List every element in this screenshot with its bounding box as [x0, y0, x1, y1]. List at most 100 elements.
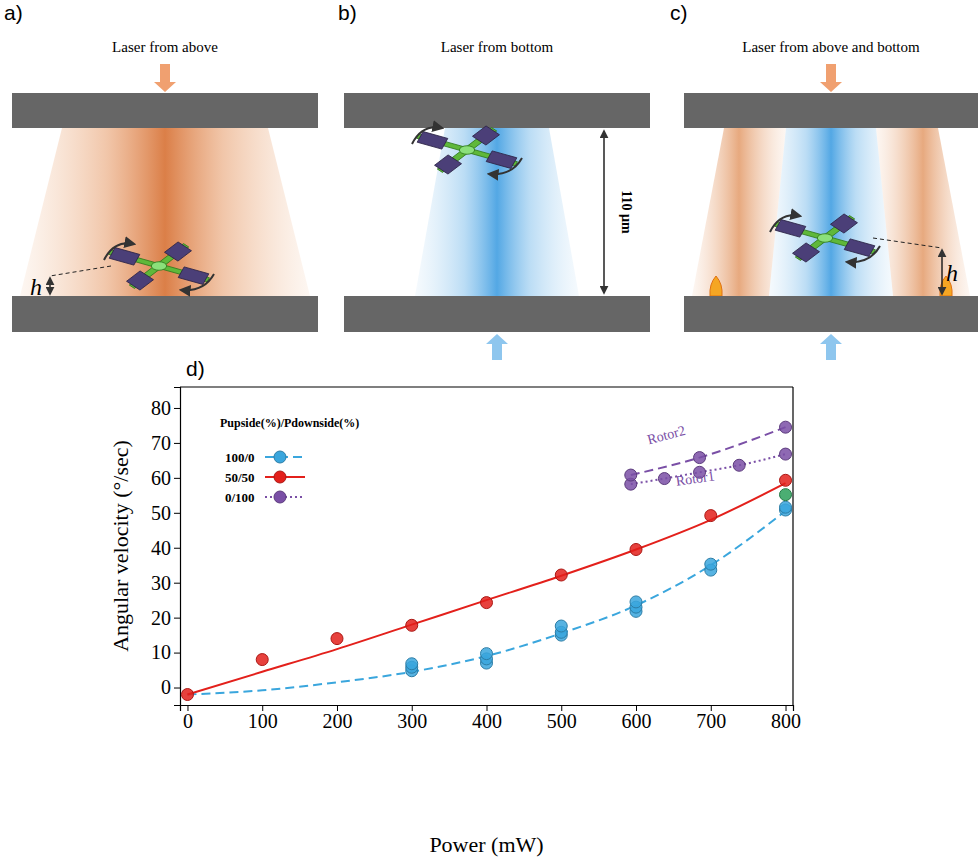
diagram-panel: hLaser from above and bottomc): [670, 1, 978, 360]
legend-marker: [274, 491, 286, 503]
tick-label: 50: [151, 502, 171, 524]
legend-marker: [274, 471, 286, 483]
panel-title: Laser from above: [112, 39, 218, 55]
rotation-arrow: [412, 127, 442, 144]
rotor-pad: [472, 126, 499, 145]
plate: [344, 93, 650, 128]
height-label: h: [30, 274, 42, 300]
legend-label: 100/0: [225, 450, 255, 465]
frame: [792, 387, 793, 705]
data-point: [780, 421, 792, 433]
y-axis-title: Angular velocity (°/sec): [108, 440, 133, 652]
rotor-hub: [459, 146, 474, 155]
gap-arrow: [603, 131, 605, 293]
rotor-pad: [127, 271, 154, 290]
tick-label: 200: [322, 710, 352, 732]
tick-label: 600: [622, 710, 652, 732]
data-point: [331, 633, 343, 645]
rotor-pad: [775, 220, 806, 238]
rotation-arrow: [847, 246, 880, 262]
plate: [12, 296, 318, 332]
tick-mark: [174, 443, 180, 444]
data-point: [256, 654, 268, 666]
tick: 700: [696, 705, 726, 732]
laser-arrow: [486, 334, 508, 360]
tick-label: 500: [547, 710, 577, 732]
data-point: [780, 501, 792, 513]
data-point: [625, 469, 637, 481]
height-arrow: [941, 250, 943, 294]
legend-title: Pupside(%)/Pdownside(%): [220, 416, 359, 430]
tick: 400: [472, 705, 502, 732]
plot-area: [181, 421, 791, 700]
panel-letter: b): [338, 1, 357, 24]
legend-label: 0/100: [225, 490, 255, 505]
rotation-arrow: [104, 243, 134, 260]
tick-mark: [174, 688, 180, 689]
laser-beam: [415, 128, 579, 296]
tick-label: 700: [696, 710, 726, 732]
tick: 0: [183, 705, 193, 732]
tick-label: 10: [151, 641, 171, 663]
tick: 60: [151, 467, 180, 489]
legend-marker: [274, 451, 286, 463]
laser-arrow: [820, 334, 842, 360]
laser-arrow: [154, 64, 176, 92]
plate: [12, 93, 318, 128]
height-guide: [873, 238, 942, 248]
tick: 800: [771, 705, 801, 732]
panel-letter: c): [670, 1, 688, 24]
rotation-arrow: [489, 158, 522, 174]
annotation: Rotor1: [675, 469, 716, 489]
tick: 50: [151, 502, 180, 524]
data-point: [780, 489, 792, 501]
laser-beam: [769, 128, 893, 296]
tick-label: 100: [248, 710, 278, 732]
tick-mark: [174, 478, 180, 479]
legend: Pupside(%)/Pdownside(%) 100/0 50/50 0/100: [220, 416, 359, 505]
tick-mark: [174, 548, 180, 549]
laser-arrow: [820, 64, 842, 92]
data-point: [780, 474, 792, 486]
tick-label: 70: [151, 432, 171, 454]
tick: 600: [622, 705, 652, 732]
plate: [684, 93, 978, 128]
height-arrow: [49, 278, 51, 294]
tick-label: 0: [161, 676, 171, 698]
chart: d) 0 100 200 300 400 500 600 700 800 0 10 20 30 40 50 60…: [108, 357, 801, 857]
rotor-pad: [109, 248, 140, 266]
height-guide: [50, 266, 111, 276]
rotation-arrow: [770, 215, 800, 232]
data-point: [630, 543, 642, 555]
laser-beam: [20, 128, 310, 296]
data-point: [630, 596, 642, 608]
y-axis: 0 10 20 30 40 50 60 70 80: [151, 388, 181, 706]
tick-mark: [174, 618, 180, 619]
panel-title: Laser from above and bottom: [742, 39, 920, 55]
data-point: [694, 452, 706, 464]
tick-label: 800: [771, 710, 801, 732]
rotor: [109, 242, 210, 290]
rotor-pad: [178, 267, 209, 285]
panel-letter: d): [186, 357, 205, 380]
rotor: [775, 214, 876, 262]
data-point: [406, 658, 418, 670]
data-point: [705, 510, 717, 522]
rotor-pad: [435, 155, 462, 174]
tick-label: 300: [397, 710, 427, 732]
data-point: [780, 448, 792, 460]
tick-label: 80: [151, 397, 171, 419]
data-point: [181, 689, 193, 701]
tick: 20: [151, 607, 180, 629]
tick-label: 400: [472, 710, 502, 732]
tick: 40: [151, 537, 180, 559]
data-point: [555, 620, 567, 632]
tick: 30: [151, 572, 180, 594]
rotor-hub: [151, 262, 166, 271]
legend-label: 50/50: [225, 470, 255, 485]
rotor-pad: [830, 214, 857, 233]
figure: hLaser from abovea)110 μmLaser from bott…: [0, 0, 980, 864]
axis-line: [174, 388, 181, 706]
tick-label: 30: [151, 572, 171, 594]
rotor-pad: [164, 242, 191, 261]
